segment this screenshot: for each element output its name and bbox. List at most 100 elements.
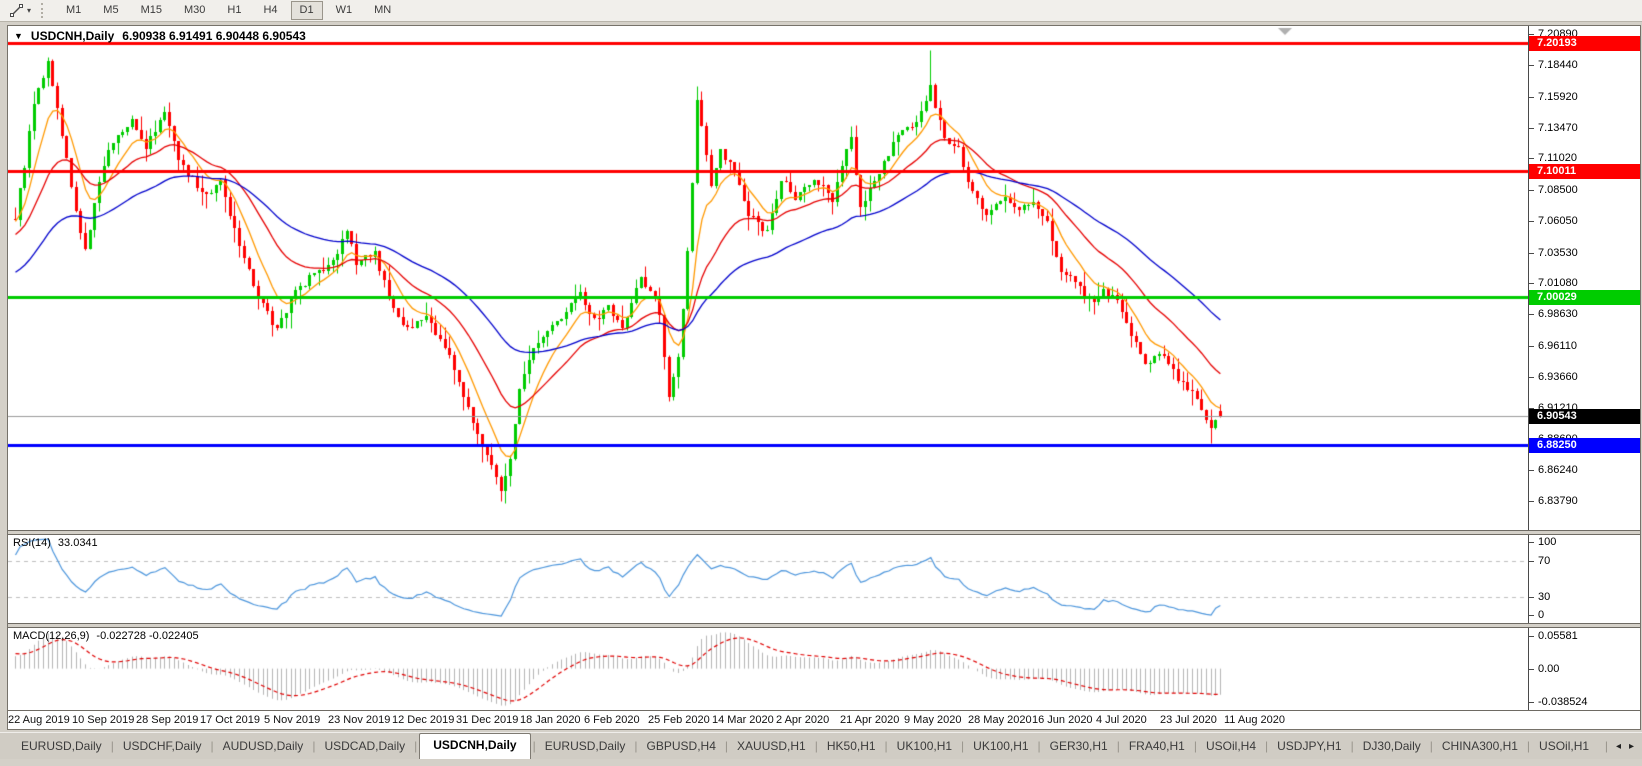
- chart-title: ▼ USDCNH,Daily 6.90938 6.91491 6.90448 6…: [14, 29, 306, 43]
- chart-tab-eurusd-daily[interactable]: EURUSD,Daily: [544, 739, 626, 753]
- chart-tab-usoil-h4[interactable]: USOil,H4: [1205, 739, 1256, 753]
- timeframe-button-m30[interactable]: M30: [183, 4, 206, 16]
- rsi-tick-label: 70: [1538, 555, 1551, 567]
- tab-scroll-left-icon[interactable]: ◂: [1615, 740, 1621, 752]
- tab-separator: |: [1429, 739, 1433, 753]
- chart-tab-china300-h1[interactable]: CHINA300,H1: [1441, 739, 1518, 753]
- tab-separator: |: [634, 739, 638, 753]
- panel-splitter[interactable]: [8, 530, 1640, 535]
- trendline-tool-icon: [10, 4, 23, 17]
- date-tick-label: 28 May 2020: [968, 714, 1032, 726]
- date-tick-label: 31 Dec 2019: [456, 714, 519, 726]
- chart-tabs: EURUSD,Daily | USDCHF,Daily | AUDUSD,Daily | U…: [14, 733, 1596, 759]
- price-tick-label: 7.15920: [1538, 91, 1578, 103]
- axis-tick-mark: [1529, 615, 1534, 616]
- macd-indicator-values: -0.022728 -0.022405: [96, 630, 199, 642]
- price-axis[interactable]: 7.20890 7.18440 7.15920 7.13470 7.11020 7.085…: [1529, 26, 1640, 530]
- macd-axis[interactable]: 0.05581 0.00 -0.038524: [1529, 628, 1640, 710]
- timeframe-button-w1[interactable]: W1: [335, 4, 353, 16]
- timeframe-button-m15[interactable]: M15: [140, 4, 162, 16]
- tab-separator: |: [210, 739, 214, 753]
- axis-tick-mark: [1529, 346, 1534, 347]
- axis-tick-mark: [1529, 702, 1534, 703]
- chart-tab-xauusd-h1[interactable]: XAUUSD,H1: [737, 739, 806, 753]
- axis-tick-mark: [1529, 190, 1534, 191]
- macd-tick-label: -0.038524: [1538, 696, 1588, 708]
- chart-tab-gbpusd-h4[interactable]: GBPUSD,H4: [646, 739, 716, 753]
- trendline-tool-button[interactable]: ▾: [5, 2, 35, 19]
- symbol-period-label: USDCNH,Daily: [30, 29, 115, 43]
- chart-tab-audusd-daily[interactable]: AUDUSD,Daily: [222, 739, 304, 753]
- status-strip: [0, 759, 1642, 766]
- axis-tick-mark: [1529, 97, 1534, 98]
- chart-tab-bar: EURUSD,Daily | USDCHF,Daily | AUDUSD,Daily | U…: [0, 732, 1642, 759]
- axis-tick-mark: [1529, 314, 1534, 315]
- date-axis[interactable]: 22 Aug 2019 10 Sep 2019 28 Sep 2019 17 Oct …: [8, 710, 1640, 729]
- tab-separator: |: [961, 739, 965, 753]
- timeframe-button-d1[interactable]: D1: [290, 1, 323, 20]
- timeframe-button-h4[interactable]: H4: [263, 4, 278, 16]
- date-tick-label: 21 Apr 2020: [840, 714, 900, 726]
- toolbar: ▾ M1 M5 M15 M30 H1 H4 D1 W1 MN: [0, 0, 1642, 22]
- rsi-chart-canvas[interactable]: [8, 535, 1528, 623]
- axis-tick-mark: [1529, 597, 1534, 598]
- chart-window: ▼ USDCNH,Daily 6.90938 6.91491 6.90448 6…: [7, 25, 1641, 730]
- axis-tick-mark: [1529, 377, 1534, 378]
- panel-splitter[interactable]: [8, 623, 1640, 628]
- hline-price-badge: 6.88250: [1529, 438, 1640, 453]
- chart-tab-uk100-h1[interactable]: UK100,H1: [896, 739, 953, 753]
- axis-tick-mark: [1529, 34, 1534, 35]
- price-axis-line: [1528, 26, 1529, 530]
- hline-price-badge: 7.00029: [1529, 290, 1640, 305]
- toolbar-grip[interactable]: [41, 3, 49, 18]
- chart-tab-usdcad-daily[interactable]: USDCAD,Daily: [324, 739, 406, 753]
- rsi-indicator-value: 33.0341: [57, 537, 98, 549]
- chart-tab-hk50-h1[interactable]: HK50,H1: [826, 739, 876, 753]
- rsi-tick-label: 30: [1538, 591, 1551, 603]
- date-tick-label: 25 Feb 2020: [648, 714, 710, 726]
- macd-indicator-name: MACD(12,26,9): [13, 630, 90, 642]
- tab-scroll-right-icon[interactable]: ▸: [1628, 740, 1634, 752]
- tab-separator: |: [1526, 739, 1531, 753]
- chart-tab-usdcnh-daily[interactable]: USDCNH,Daily: [419, 733, 531, 759]
- macd-chart-canvas[interactable]: [8, 628, 1528, 710]
- chart-tab-fra40-h1[interactable]: FRA40,H1: [1128, 739, 1185, 753]
- tab-separator: |: [884, 739, 888, 753]
- timeframe-button-h1[interactable]: H1: [227, 4, 242, 16]
- chart-tab-uk100-h1[interactable]: UK100,H1: [973, 739, 1029, 753]
- price-tick-label: 7.03530: [1538, 247, 1578, 259]
- axis-tick-mark: [1529, 501, 1534, 502]
- rsi-label: RSI(14) 33.0341: [13, 537, 98, 549]
- date-tick-label: 23 Nov 2019: [328, 714, 391, 726]
- rsi-indicator-name: RSI(14): [13, 537, 51, 549]
- date-tick-label: 5 Nov 2019: [264, 714, 321, 726]
- axis-tick-mark: [1529, 636, 1534, 637]
- chart-tab-usdjpy-h1[interactable]: USDJPY,H1: [1277, 739, 1342, 753]
- tab-separator: |: [1116, 739, 1120, 753]
- tab-separator: |: [1037, 739, 1041, 753]
- price-tick-label: 7.18440: [1538, 59, 1578, 71]
- tab-separator: |: [814, 739, 818, 753]
- timeframe-button-m1[interactable]: M1: [66, 4, 82, 16]
- chart-tab-usoil-h1[interactable]: USOil,H1: [1539, 739, 1590, 753]
- timeframe-button-m5[interactable]: M5: [103, 4, 119, 16]
- collapse-icon[interactable]: ▼: [14, 31, 23, 41]
- date-tick-label: 6 Feb 2020: [584, 714, 640, 726]
- rsi-axis[interactable]: 100 70 30 0: [1529, 535, 1640, 623]
- chart-tab-usdchf-daily[interactable]: USDCHF,Daily: [122, 739, 202, 753]
- axis-tick-mark: [1529, 283, 1534, 284]
- tool-dropdown-caret-icon[interactable]: ▾: [27, 5, 32, 15]
- ohlc-values: 6.90938 6.91491 6.90448 6.90543: [122, 29, 306, 43]
- chart-tab-eurusd-daily[interactable]: EURUSD,Daily: [21, 739, 102, 753]
- date-tick-label: 14 Mar 2020: [712, 714, 774, 726]
- price-tick-label: 6.86240: [1538, 464, 1578, 476]
- price-tick-label: 6.98630: [1538, 308, 1578, 320]
- date-tick-label: 28 Sep 2019: [136, 714, 199, 726]
- date-tick-label: 23 Jul 2020: [1160, 714, 1217, 726]
- price-chart-canvas[interactable]: [8, 26, 1528, 530]
- chart-tab-dj30-daily[interactable]: DJ30,Daily: [1362, 739, 1421, 753]
- timeframe-button-mn[interactable]: MN: [374, 4, 392, 16]
- tab-scroll-separator: |: [1604, 739, 1608, 753]
- chart-tab-ger30-h1[interactable]: GER30,H1: [1049, 739, 1108, 753]
